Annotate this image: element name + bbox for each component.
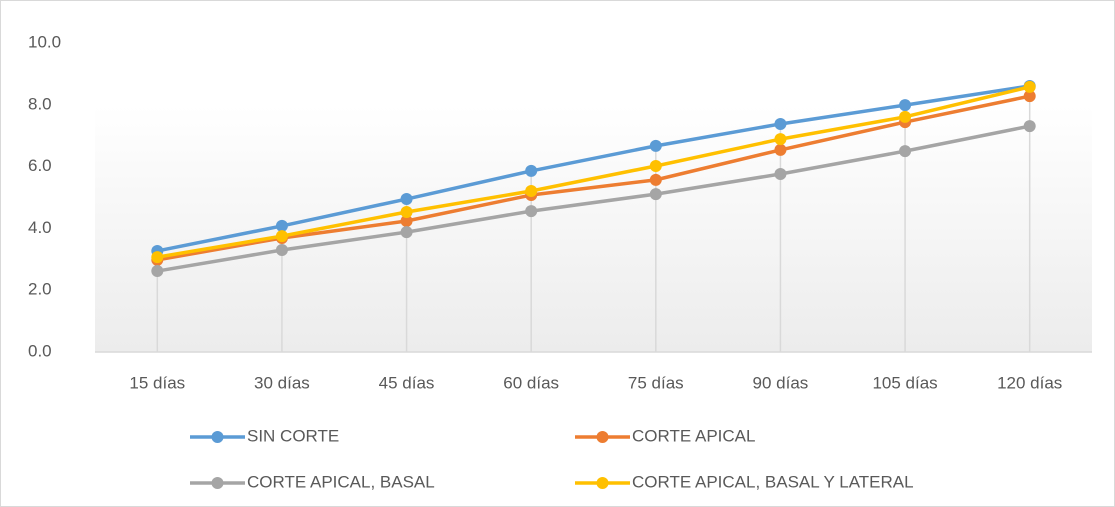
legend-marker — [211, 477, 224, 489]
series-line — [156, 84, 1030, 253]
point — [400, 206, 413, 219]
point — [1023, 80, 1036, 93]
y-tick-label: 0.0 — [28, 341, 52, 360]
point — [1023, 120, 1036, 133]
x-tick-label: 15 días — [129, 373, 185, 392]
series-line — [157, 94, 1031, 262]
point — [151, 251, 164, 264]
point — [649, 188, 662, 201]
legend-label: SIN CORTE — [247, 426, 339, 445]
legend-label: CORTE APICAL — [632, 426, 755, 445]
point — [275, 230, 288, 243]
x-tick-label: 75 días — [628, 373, 684, 392]
point — [275, 219, 288, 232]
point — [649, 173, 662, 186]
point — [774, 133, 787, 146]
point — [899, 99, 912, 112]
point — [649, 159, 662, 172]
point — [649, 139, 662, 152]
point — [1023, 90, 1036, 103]
series-line — [157, 85, 1031, 259]
y-tick-label: 6.0 — [28, 156, 52, 175]
point — [400, 193, 413, 206]
x-tick-label: 90 días — [753, 373, 809, 392]
legend-label: CORTE APICAL, BASAL — [247, 472, 435, 491]
point — [899, 145, 912, 158]
point — [774, 117, 787, 130]
x-tick-label: 30 días — [254, 373, 310, 392]
point — [525, 205, 538, 218]
x-tick-label: 120 días — [997, 373, 1062, 392]
point — [275, 244, 288, 257]
y-tick-label: 10.0 — [28, 32, 61, 51]
series-line — [157, 124, 1031, 273]
point — [151, 265, 164, 278]
point — [525, 185, 538, 198]
point — [774, 143, 787, 156]
point — [400, 226, 413, 239]
point — [899, 110, 912, 123]
legend-marker — [211, 431, 224, 443]
y-tick-label: 8.0 — [28, 94, 52, 113]
x-tick-label: 60 días — [503, 373, 559, 392]
legend-marker — [596, 431, 609, 443]
point — [774, 168, 787, 181]
y-tick-label: 2.0 — [28, 280, 52, 299]
x-tick-label: 105 días — [872, 373, 937, 392]
x-tick-label: 45 días — [379, 373, 435, 392]
y-tick-label: 4.0 — [28, 218, 52, 237]
point — [400, 214, 413, 227]
legend-marker — [596, 477, 609, 489]
point — [525, 164, 538, 177]
legend-label: CORTE APICAL, BASAL Y LATERAL — [632, 472, 914, 491]
